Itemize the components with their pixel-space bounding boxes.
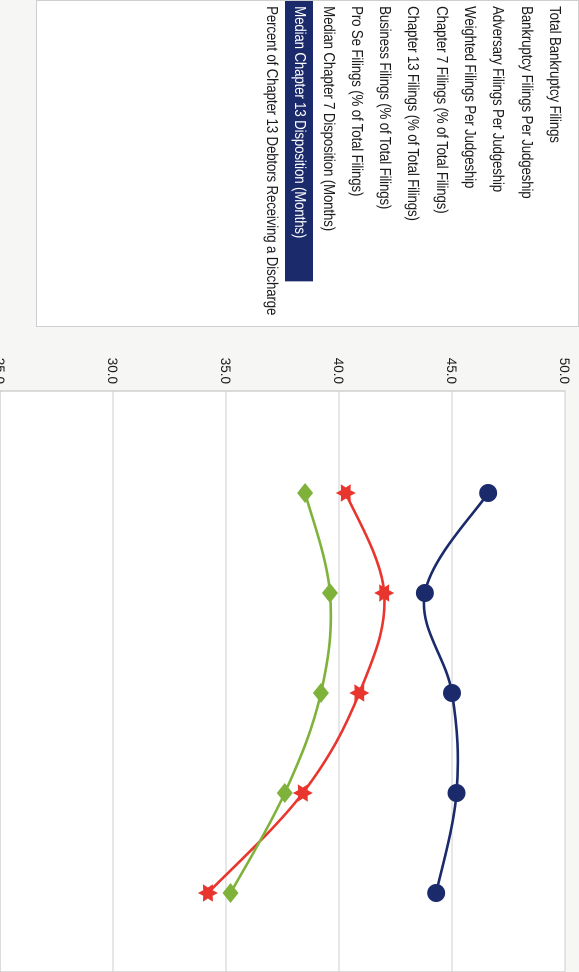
menu-item-9[interactable]: Median Chapter 7 Disposition (Months): [319, 6, 337, 231]
menu-item-1[interactable]: Total Bankruptcy Filings: [546, 6, 563, 143]
menu-item-6[interactable]: Chapter 13 Filings (% of Total Filings): [404, 6, 422, 221]
line-chart: 25.030.035.040.045.050.02014201520162017…: [0, 358, 572, 972]
series-2-point-2018: [197, 884, 218, 902]
series-2-point-2015: [374, 584, 395, 602]
menu-item-11[interactable]: Percent of Chapter 13 Debtors Receiving …: [263, 6, 280, 316]
menu-item-3[interactable]: Adversary Filings Per Judgeship: [489, 6, 507, 192]
plot-background: [0, 390, 566, 972]
series-1-point-2017: [447, 784, 466, 802]
menu-item-10[interactable]: Median Chapter 13 Disposition (Months): [285, 1, 314, 282]
series-3-point-2017: [276, 783, 293, 803]
chart-area: 25.030.035.040.045.050.02014201520162017…: [0, 343, 579, 972]
menu-item-8[interactable]: Pro Se Filings (% of Total Filings): [347, 6, 365, 197]
y-tick-label-25.0: 25.0: [0, 358, 7, 384]
y-tick-label-50.0: 50.0: [557, 358, 572, 384]
series-1-point-2015: [415, 584, 434, 602]
series-3-point-2014: [297, 483, 314, 503]
series-2-point-2017: [292, 784, 313, 802]
series-1-point-2016: [443, 684, 461, 702]
series-1-point-2018: [427, 884, 446, 902]
y-tick-label-45.0: 45.0: [444, 358, 459, 384]
y-tick-label-35.0: 35.0: [218, 358, 233, 384]
y-tick-label-30.0: 30.0: [105, 358, 120, 384]
series-3-point-2018: [222, 883, 239, 903]
series-2-point-2016: [349, 684, 370, 702]
menu-item-2[interactable]: Bankruptcy Filings Per Judgeship: [517, 6, 535, 199]
menu-item-7[interactable]: Business Filings (% of Total Filings): [376, 6, 394, 210]
metric-menu: Total Bankruptcy Filings Bankruptcy Filin…: [36, 0, 579, 327]
series-2-point-2014: [335, 484, 356, 502]
series-3-point-2015: [321, 583, 338, 603]
series-1-point-2014: [479, 484, 498, 502]
menu-item-5[interactable]: Chapter 7 Filings (% of Total Filings): [432, 6, 450, 214]
y-tick-label-40.0: 40.0: [331, 358, 346, 384]
menu-item-4[interactable]: Weighted Filings Per Judgeship: [461, 6, 479, 189]
